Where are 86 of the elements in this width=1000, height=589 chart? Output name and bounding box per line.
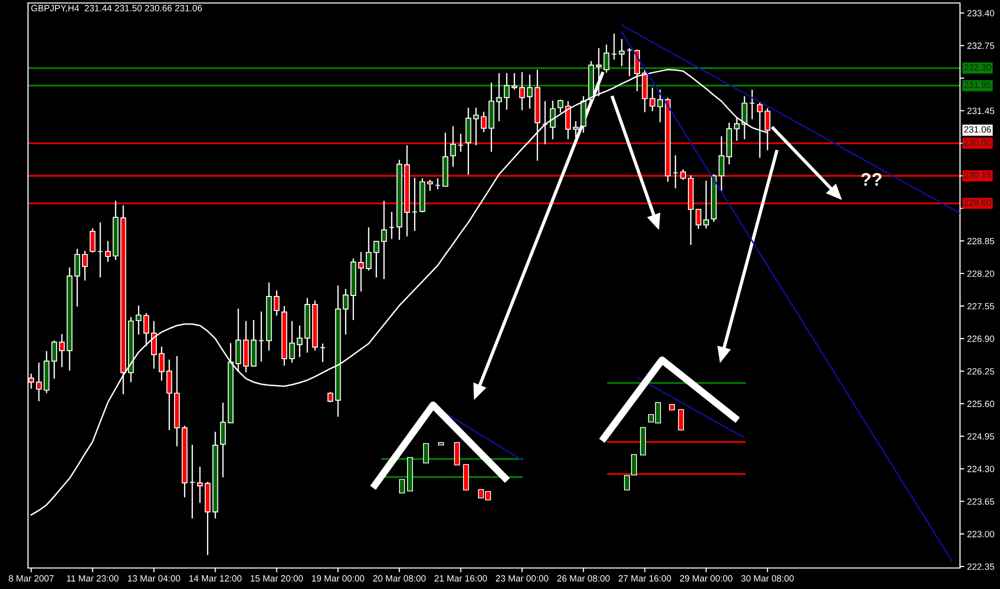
candlestick xyxy=(734,116,740,142)
ref-line-label: 229.60 xyxy=(964,199,991,206)
candlestick xyxy=(274,290,280,316)
chart-title: GBPJPY,H4 231.44 231.50 230.66 231.06 xyxy=(31,4,202,12)
candlestick xyxy=(672,154,678,189)
candlestick xyxy=(480,111,487,133)
y-tick-label: 223.65 xyxy=(967,498,994,505)
candlestick xyxy=(90,228,96,254)
ref-line-label: 230.80 xyxy=(964,139,991,146)
x-tick-label: 26 Mar 08:00 xyxy=(557,575,610,582)
y-tick-label: 228.20 xyxy=(967,270,994,277)
ref-line-label: 230.15 xyxy=(964,172,991,178)
x-tick-label: 8 Mar 2007 xyxy=(8,575,54,582)
candlestick xyxy=(366,226,372,272)
candlestick xyxy=(657,89,663,123)
x-tick-label: 21 Mar 16:00 xyxy=(434,575,487,582)
candlestick xyxy=(718,136,724,192)
candlestick xyxy=(526,74,533,110)
candlestick xyxy=(358,251,364,292)
candlestick xyxy=(166,359,172,431)
candlestick xyxy=(434,178,441,190)
candlestick xyxy=(412,177,418,232)
candlestick xyxy=(756,102,763,158)
y-tick-label: 222.35 xyxy=(967,563,994,570)
y-tick-label: 223.00 xyxy=(967,530,994,538)
candlestick xyxy=(82,250,88,282)
y-tick-label: 227.55 xyxy=(967,303,994,310)
ref-line-label: 232.30 xyxy=(964,64,991,71)
x-tick-label: 30 Mar 08:00 xyxy=(741,575,794,582)
candlestick xyxy=(604,44,610,74)
x-tick-label: 23 Mar 00:00 xyxy=(496,575,548,582)
y-tick-label: 224.95 xyxy=(967,433,994,440)
candlestick xyxy=(650,87,656,112)
candlestick xyxy=(703,180,709,230)
candlestick xyxy=(296,324,303,358)
candlestick xyxy=(327,392,334,403)
x-tick-label: 20 Mar 08:00 xyxy=(373,575,426,582)
x-tick-label: 15 Mar 20:00 xyxy=(250,575,303,582)
candlestick xyxy=(388,211,395,240)
candlestick xyxy=(749,89,756,120)
candlestick xyxy=(504,72,510,110)
y-tick-label: 231.45 xyxy=(967,108,994,114)
candlestick xyxy=(680,168,686,180)
candlestick xyxy=(143,312,150,347)
candlestick xyxy=(189,444,196,520)
candlestick xyxy=(427,179,433,192)
y-tick-label: 233.40 xyxy=(967,10,994,16)
x-tick-label: 19 Mar 00:00 xyxy=(312,575,364,582)
candlestick xyxy=(74,248,80,308)
annotation: 231.06 xyxy=(964,126,991,133)
candlestick xyxy=(696,208,702,230)
annotation: ?? xyxy=(861,173,882,186)
candlestick xyxy=(320,342,326,363)
candlestick xyxy=(473,107,479,146)
candlestick xyxy=(373,240,380,278)
candlestick xyxy=(97,222,104,278)
candlestick xyxy=(235,308,242,372)
candlestick xyxy=(258,310,264,362)
line-series xyxy=(621,24,960,214)
ref-line-label: 231.95 xyxy=(964,82,991,88)
line-series xyxy=(621,31,952,562)
candlestick xyxy=(458,133,464,152)
x-tick-label: 14 Mar 12:00 xyxy=(189,575,242,582)
candlestick xyxy=(618,38,625,67)
y-tick-label: 226.25 xyxy=(967,368,994,375)
candlestick xyxy=(289,320,295,364)
y-tick-label: 232.75 xyxy=(967,42,994,49)
y-tick-label: 228.85 xyxy=(967,238,994,244)
candlestick xyxy=(51,340,58,380)
y-tick-label: 225.60 xyxy=(967,400,994,408)
x-tick-label: 13 Mar 04:00 xyxy=(128,575,180,582)
candlestick xyxy=(542,100,548,145)
candlestick xyxy=(450,126,456,168)
candlestick xyxy=(342,288,349,336)
candlestick xyxy=(572,120,579,138)
x-tick-label: 11 Mar 23:00 xyxy=(67,575,118,582)
x-tick-label: 27 Mar 16:00 xyxy=(618,575,672,582)
y-tick-label: 226.90 xyxy=(967,336,994,342)
candlestick xyxy=(220,402,226,478)
candlestick xyxy=(197,466,203,504)
candlestick xyxy=(611,32,617,60)
candlestick xyxy=(626,47,632,77)
candlestick xyxy=(381,200,387,280)
candlestick xyxy=(742,96,748,140)
y-tick-label: 224.30 xyxy=(967,466,994,472)
x-tick-label: 29 Mar 00:00 xyxy=(680,575,732,582)
